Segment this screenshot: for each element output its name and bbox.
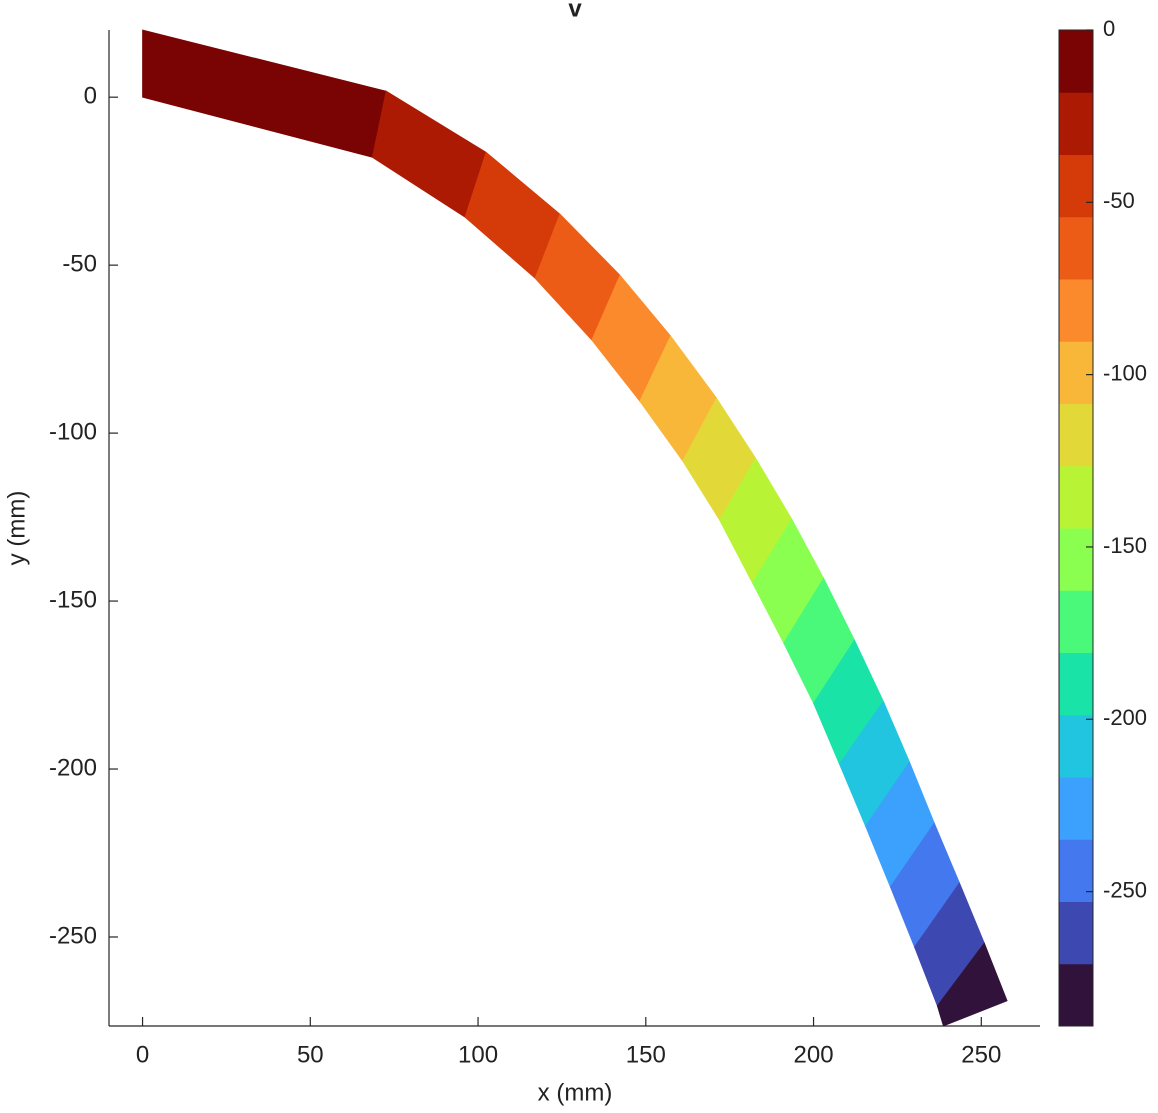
x-tick-label: 100: [458, 1041, 498, 1068]
y-tick-label: -50: [62, 250, 97, 277]
colorbar-tick-label: 0: [1103, 16, 1115, 41]
colorbar-tick-label: -150: [1103, 533, 1147, 558]
colorbar-tick-label: -250: [1103, 877, 1147, 902]
colorbar-band: [1059, 154, 1093, 218]
y-tick-label: 0: [84, 83, 97, 110]
x-tick-label: 200: [794, 1041, 834, 1068]
colorbar-tick-label: -50: [1103, 188, 1135, 213]
x-tick-label: 250: [961, 1041, 1001, 1068]
x-axis-label: x (mm): [538, 1079, 613, 1106]
colorbar-band: [1059, 901, 1093, 965]
colorbar-band: [1059, 30, 1093, 93]
colorbar-tick-label: -200: [1103, 705, 1147, 730]
colorbar-band: [1059, 341, 1093, 404]
beam-segment: [142, 29, 387, 158]
colorbar-band: [1059, 279, 1093, 342]
y-tick-label: -150: [49, 586, 97, 613]
chart-title: v: [568, 0, 582, 22]
y-axis-label: y (mm): [3, 491, 30, 566]
colorbar-band: [1059, 839, 1093, 902]
colorbar-band: [1059, 465, 1093, 529]
colorbar-band: [1059, 528, 1093, 591]
colorbar-band: [1059, 777, 1093, 840]
colorbar-band: [1059, 590, 1093, 653]
y-tick-label: -250: [49, 922, 97, 949]
beam-segment: [371, 90, 487, 218]
colorbar-band: [1059, 714, 1093, 778]
colorbar-band: [1059, 92, 1093, 155]
y-tick-label: -200: [49, 754, 97, 781]
colorbar-band: [1059, 652, 1093, 716]
colorbar-tick-label: -100: [1103, 360, 1147, 385]
y-tick-label: -100: [49, 418, 97, 445]
colorbar-band: [1059, 216, 1093, 280]
x-tick-label: 50: [297, 1041, 324, 1068]
colorbar-band: [1059, 963, 1093, 1027]
colorbar-frame: [1058, 29, 1094, 1027]
colorbar-band: [1059, 403, 1093, 467]
x-tick-label: 150: [626, 1041, 666, 1068]
x-tick-label: 0: [136, 1041, 149, 1068]
